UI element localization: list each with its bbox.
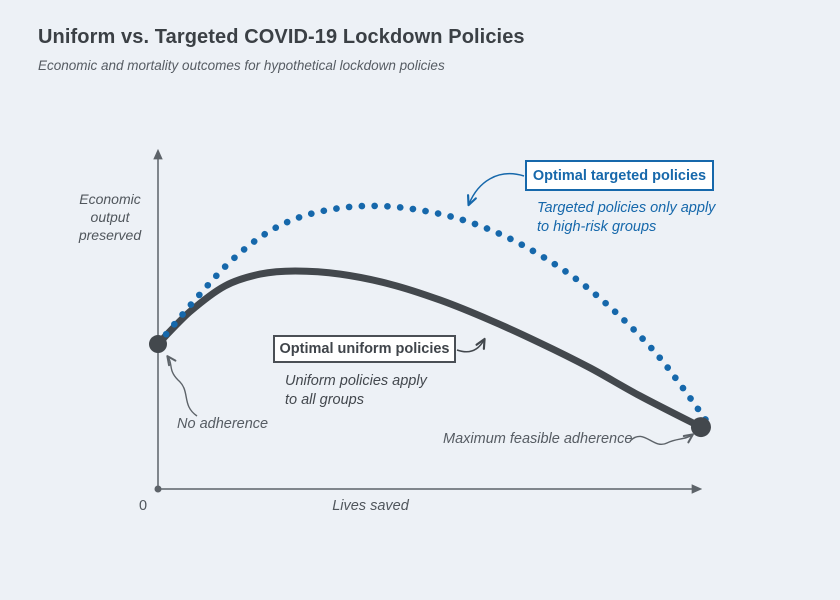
no-adherence-point: [149, 335, 167, 354]
targeted-callout-arrow: [466, 173, 525, 207]
no-adherence-arrow: [166, 355, 198, 417]
max-adherence-label: Maximum feasible adherence: [443, 431, 633, 447]
axis-origin-dot: [154, 485, 162, 493]
page-title: Uniform vs. Targeted COVID-19 Lockdown P…: [38, 26, 525, 48]
x-axis-label: Lives saved: [332, 498, 409, 514]
uniform-policies-caption: Uniform policies apply to all groups: [285, 373, 427, 409]
page-subtitle: Economic and mortality outcomes for hypo…: [38, 58, 445, 73]
max-adherence-point: [690, 417, 711, 438]
targeted-policies-caption: Targeted policies only apply to high-ris…: [537, 200, 716, 236]
uniform-policies-callout-box: Optimal uniform policies: [273, 335, 456, 363]
targeted-policies-curve: [154, 202, 710, 424]
uniform-callout-arrow: [456, 337, 486, 353]
targeted-policies-callout-box: Optimal targeted policies: [525, 160, 714, 191]
uniform-policies-curve: [154, 267, 705, 431]
origin-tick-label: 0: [138, 498, 148, 514]
max-adherence-arrow: [629, 433, 694, 446]
no-adherence-label: No adherence: [177, 416, 269, 432]
y-axis-label: Economic output preserved: [78, 191, 142, 244]
